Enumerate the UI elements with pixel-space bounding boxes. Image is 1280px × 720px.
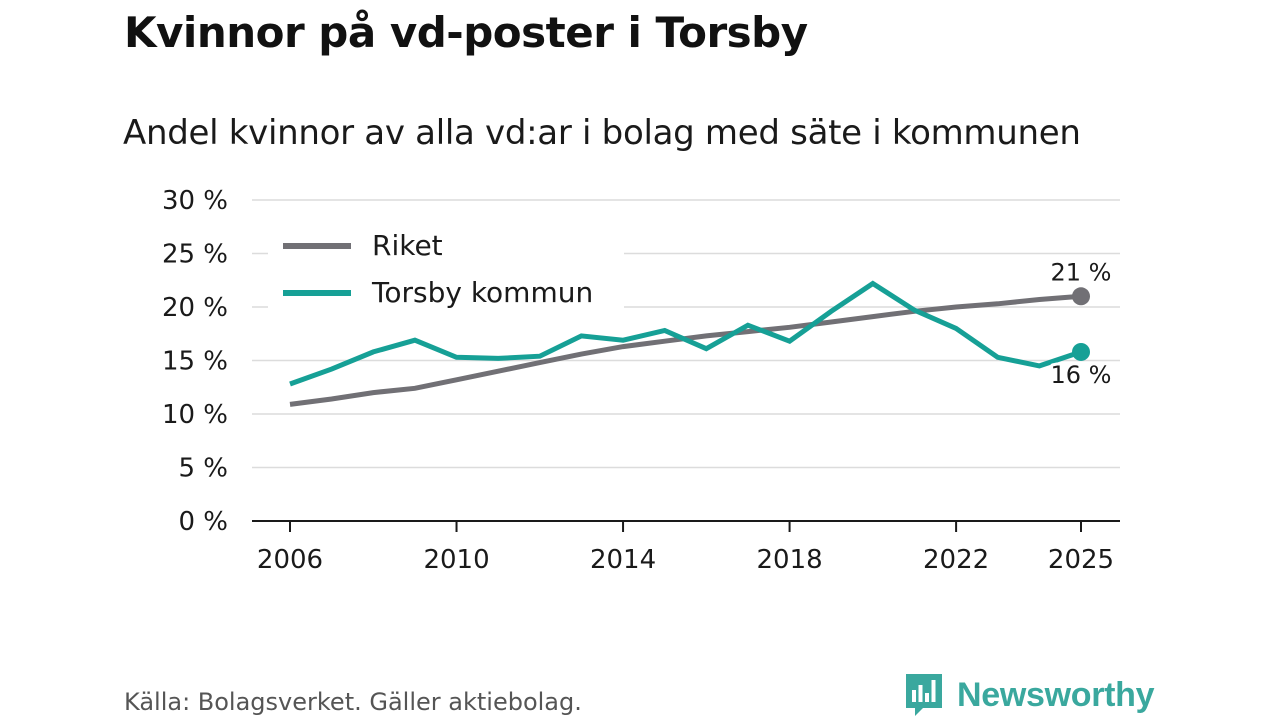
x-tick-label: 2022 xyxy=(923,545,989,575)
y-tick-label: 30 % xyxy=(162,186,228,216)
end-point-riket xyxy=(1072,287,1090,306)
y-tick-label: 0 % xyxy=(178,507,228,537)
legend: Riket Torsby kommun xyxy=(268,222,624,316)
y-tick-label: 20 % xyxy=(162,293,228,323)
y-axis: 0 % 5 % 10 % 15 % 20 % 25 % 30 % xyxy=(162,186,228,537)
x-tick-label: 2025 xyxy=(1048,545,1114,575)
y-tick-label: 10 % xyxy=(162,400,228,430)
chart-title: Kvinnor på vd-poster i Torsby xyxy=(124,8,808,57)
y-tick-label: 15 % xyxy=(162,347,228,377)
x-tick-label: 2010 xyxy=(423,545,489,575)
y-tick-label: 25 % xyxy=(162,240,228,270)
y-tick-label: 5 % xyxy=(178,454,228,484)
end-label-torsby-kommun: 16 % xyxy=(1051,361,1112,389)
legend-box xyxy=(268,222,624,316)
x-tick-label: 2006 xyxy=(257,545,323,575)
legend-label: Riket xyxy=(372,229,443,262)
x-tick-label: 2014 xyxy=(590,545,656,575)
end-labels: 21 % 16 % xyxy=(1048,255,1115,392)
end-label-riket: 21 % xyxy=(1051,258,1112,286)
newsworthy-brand: Newsworthy xyxy=(903,670,1155,720)
series-lines xyxy=(289,280,1090,407)
x-tick-label: 2018 xyxy=(756,545,822,575)
end-point-torsby-kommun xyxy=(1072,342,1090,361)
series-line-torsby-kommun xyxy=(289,280,1082,387)
brand-name: Newsworthy xyxy=(957,675,1155,714)
source-note: Källa: Bolagsverket. Gäller aktiebolag. xyxy=(124,688,582,716)
legend-label: Torsby kommun xyxy=(371,276,593,309)
chart-subtitle: Andel kvinnor av alla vd:ar i bolag med … xyxy=(123,113,1081,153)
newsworthy-logo-icon xyxy=(906,674,942,716)
x-axis: 2006 2010 2014 2018 2022 2025 xyxy=(252,520,1120,575)
